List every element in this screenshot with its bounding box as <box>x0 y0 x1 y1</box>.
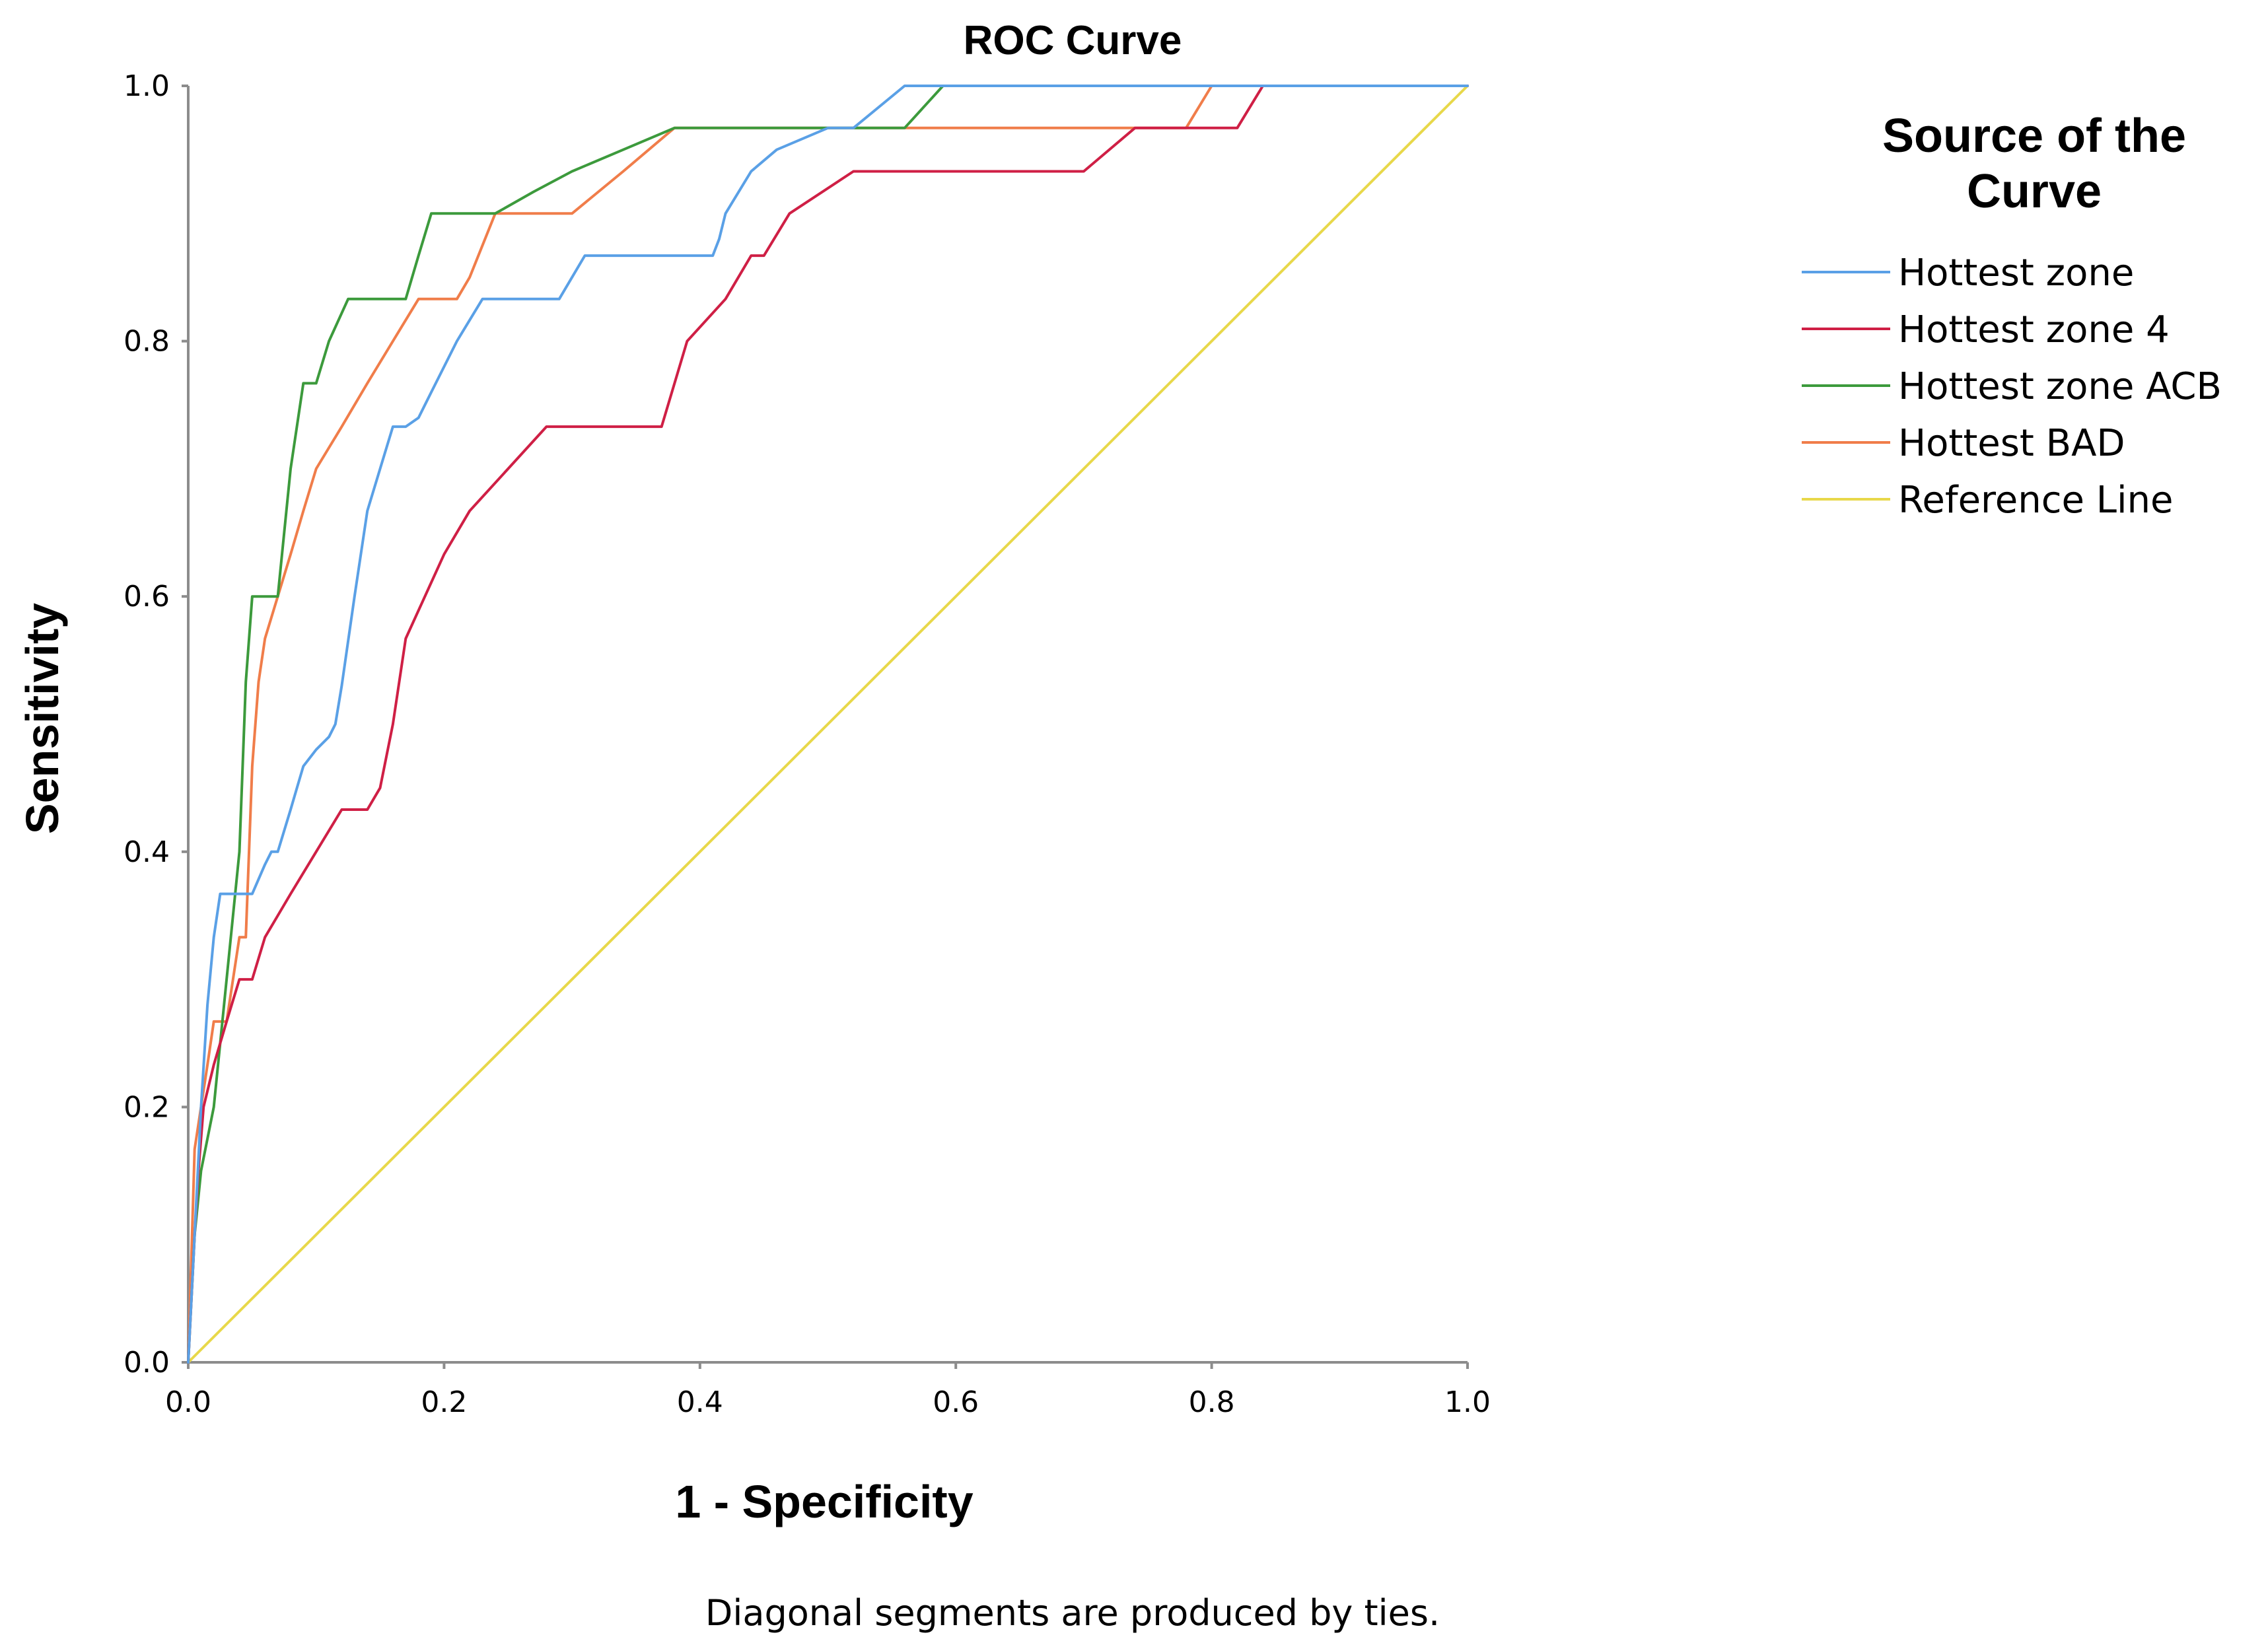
x-tick-label: 0.8 <box>1189 1385 1235 1419</box>
legend-label-hottest-zone-4: Hottest zone 4 <box>1898 308 2170 351</box>
x-axis-ticks: 0.0 0.2 0.4 0.6 0.8 1.0 <box>165 1362 1491 1419</box>
series-line-hottest-zone-acb <box>187 85 1469 1364</box>
x-tick-label: 0.4 <box>677 1385 723 1419</box>
y-axis-ticks: 0.0 0.2 0.4 0.6 0.8 1.0 <box>124 69 188 1379</box>
x-tick-label: 0.6 <box>933 1385 979 1419</box>
x-tick-label: 0.0 <box>165 1385 211 1419</box>
legend-label-hottest-zone: Hottest zone <box>1898 252 2134 295</box>
series-line-reference-line <box>187 85 1469 1364</box>
legend-title: Source of the Curve <box>1882 110 2186 218</box>
legend-label-hottest-bad: Hottest BAD <box>1898 422 2125 465</box>
y-tick-label: 0.8 <box>124 325 170 359</box>
y-tick-label: 0.0 <box>124 1346 170 1379</box>
footnote: Diagonal segments are produced by ties. <box>705 1592 1440 1634</box>
series-line-hottest-zone-4 <box>187 85 1469 1364</box>
y-tick-label: 0.4 <box>124 835 170 869</box>
y-axis-label: Sensitivity <box>17 603 68 834</box>
x-axis-label: 1 - Specificity <box>675 1476 973 1527</box>
legend-label-hottest-zone-acb: Hottest zone ACB <box>1898 365 2222 408</box>
series-line-hottest-zone <box>187 85 1469 1364</box>
x-tick-label: 1.0 <box>1444 1385 1491 1419</box>
y-tick-label: 0.6 <box>124 580 170 613</box>
y-tick-label: 1.0 <box>124 69 170 103</box>
y-tick-label: 0.2 <box>124 1090 170 1124</box>
x-tick-label: 0.2 <box>421 1385 467 1419</box>
chart-title: ROC Curve <box>964 18 1182 63</box>
legend-label-reference-line: Reference Line <box>1898 479 2174 522</box>
legend-items: Hottest zone Hottest zone 4 Hottest zone A… <box>1802 252 2222 522</box>
series-lines <box>187 85 1469 1364</box>
